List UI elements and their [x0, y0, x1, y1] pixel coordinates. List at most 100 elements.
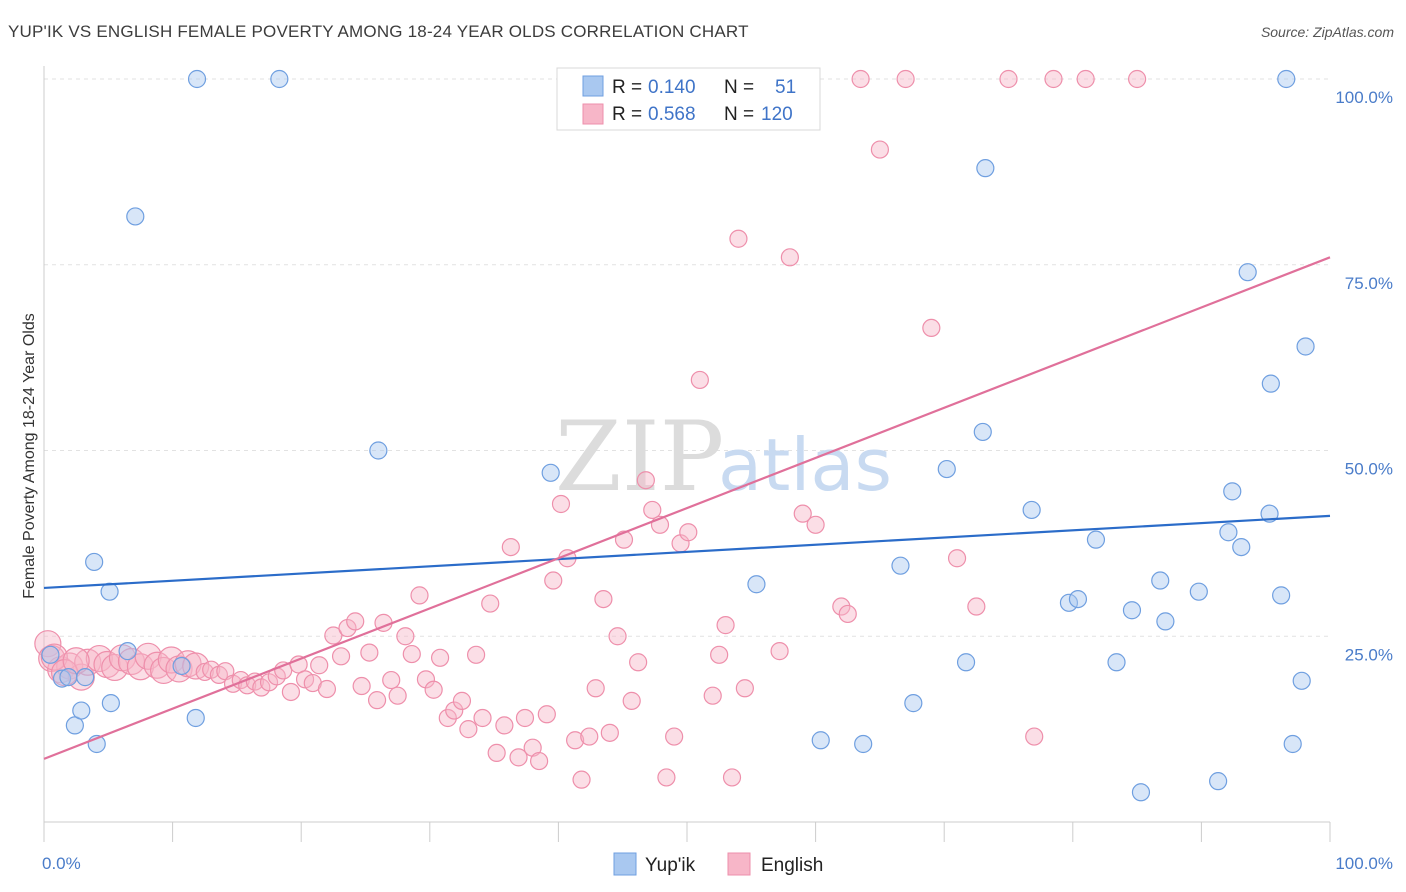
axes [43, 66, 1331, 842]
yupik-point [891, 556, 910, 575]
legend-r-value-2: 0.568 [648, 104, 696, 125]
bottom-legend-yupik: Yup'ik [645, 855, 696, 876]
chart-title: YUP'IK VS ENGLISH FEMALE POVERTY AMONG 1… [8, 22, 749, 41]
yupik-point [1022, 500, 1041, 520]
bottom-legend-english: English [761, 855, 823, 876]
y-tick-labels: 25.0% 50.0% 75.0% 100.0% [1335, 88, 1393, 664]
english-point [367, 691, 387, 710]
yupik-point [126, 207, 145, 226]
y-tick-label: 100.0% [1335, 88, 1393, 107]
english-point [501, 537, 520, 557]
bottom-legend-swatch-english [727, 852, 751, 876]
yupik-point [187, 69, 207, 89]
english-point [896, 69, 915, 89]
yupik-point [937, 459, 956, 479]
english-point [922, 318, 941, 338]
english-point [438, 708, 457, 728]
bottom-legend: Yup'ik English [613, 852, 823, 876]
series-yupik [41, 69, 1315, 802]
yupik-point [1107, 653, 1126, 672]
yupik-point [1292, 671, 1311, 690]
english-point [317, 679, 337, 699]
english-point [636, 471, 655, 490]
english-point [544, 571, 563, 590]
english-point [495, 716, 514, 735]
watermark: ZIP atlas [555, 401, 892, 513]
y-axis-label: Female Poverty Among 18-24 Year Olds [21, 313, 38, 599]
english-point [710, 645, 729, 664]
english-point [396, 627, 415, 646]
english-point [735, 679, 754, 698]
english-point [729, 229, 748, 248]
watermark-zip: ZIP [555, 401, 724, 513]
yupik-point [747, 575, 766, 594]
yupik-point [52, 669, 72, 688]
english-point [832, 597, 851, 616]
english-point [629, 653, 648, 672]
yupik-point [270, 69, 289, 89]
english-point [594, 589, 613, 609]
yupik-point [1122, 601, 1142, 620]
english-point [1025, 727, 1044, 746]
yupik-point [172, 656, 191, 676]
english-point [622, 691, 641, 710]
english-point [870, 140, 890, 159]
y-tick-label: 75.0% [1345, 274, 1393, 293]
english-point [770, 642, 789, 661]
y-tick-label: 50.0% [1345, 460, 1393, 479]
legend-r-label-1: R = [612, 77, 642, 98]
english-point [281, 682, 301, 702]
english-point [600, 723, 619, 742]
yupik-point [76, 668, 95, 687]
english-point [360, 643, 379, 662]
yupik-point [1223, 482, 1242, 501]
english-point [999, 69, 1018, 89]
english-point [1076, 69, 1095, 89]
yupik-point [41, 645, 60, 664]
english-point [551, 494, 571, 514]
english-point [352, 676, 371, 696]
english-point [537, 705, 556, 724]
yupik-point [1277, 69, 1296, 89]
yupik-point [100, 582, 119, 601]
source-label: Source: ZipAtlas.com [1260, 24, 1394, 40]
english-point [580, 727, 599, 746]
english-point [382, 670, 401, 690]
english-point [716, 616, 735, 635]
english-point [608, 627, 627, 646]
english-point [657, 768, 676, 787]
yupik-point [904, 694, 923, 713]
yupik-point [369, 441, 388, 460]
series-english [34, 69, 1147, 789]
english-point [967, 597, 986, 616]
yupik-point [811, 731, 830, 750]
english-point [586, 679, 605, 698]
english-point [331, 647, 351, 666]
english-point [466, 645, 486, 664]
watermark-atlas: atlas [718, 423, 892, 507]
yupik-point [72, 701, 91, 720]
yupik-point [1219, 523, 1238, 542]
yupik-point [85, 552, 104, 572]
yupik-point [1189, 582, 1208, 601]
english-point [806, 515, 825, 534]
yupik-point [1068, 589, 1088, 609]
english-point [665, 727, 684, 746]
x-tick-label-end: 100.0% [1335, 854, 1393, 873]
yupik-point [1260, 504, 1279, 523]
legend-n-value-2: 120 [761, 104, 793, 125]
english-point [487, 743, 506, 763]
yupik-point [1272, 586, 1291, 605]
x-tick-label-start: 0.0% [42, 854, 81, 873]
english-point [566, 731, 585, 750]
y-tick-label: 25.0% [1345, 645, 1393, 664]
legend-box: R = 0.140 N = 51 R = 0.568 N = 120 [556, 67, 821, 131]
english-point [165, 655, 193, 683]
english-point [793, 504, 812, 523]
english-point [452, 691, 472, 710]
yupik-point [59, 668, 78, 687]
english-point [1127, 69, 1147, 89]
english-point [459, 720, 478, 739]
english-point [703, 686, 722, 705]
yupik-point [973, 422, 992, 442]
